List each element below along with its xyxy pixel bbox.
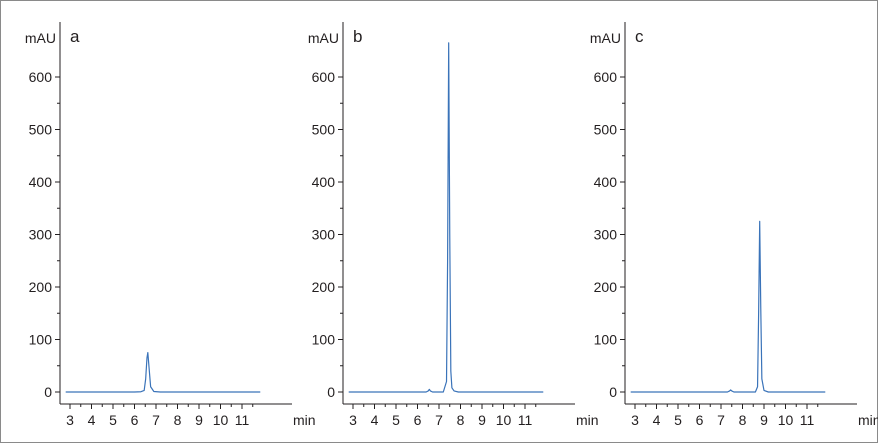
x-tick-label: 8 [739, 412, 747, 428]
panel-label: b [353, 27, 362, 46]
y-tick-label: 300 [594, 227, 618, 243]
y-tick-label: 100 [594, 332, 618, 348]
x-tick-label: 11 [800, 412, 815, 428]
x-tick-label: 10 [213, 412, 229, 428]
y-axis-label: mAU [25, 30, 56, 46]
y-tick-label: 300 [312, 227, 336, 243]
y-axis-label: mAU [590, 30, 621, 46]
y-tick-label: 400 [312, 174, 336, 190]
x-tick-label: 10 [778, 412, 794, 428]
y-tick-label: 600 [29, 69, 53, 85]
x-tick-label: 11 [235, 412, 250, 428]
y-tick-label: 0 [327, 384, 335, 400]
x-tick-label: 5 [109, 412, 117, 428]
x-tick-label: 5 [674, 412, 682, 428]
panel-label: c [635, 27, 644, 46]
x-tick-label: 6 [414, 412, 422, 428]
y-tick-label: 0 [44, 384, 52, 400]
panel-label: a [70, 27, 80, 46]
x-tick-label: 10 [496, 412, 512, 428]
x-tick-label: 8 [457, 412, 465, 428]
y-tick-label: 400 [29, 174, 53, 190]
series-line [630, 220, 826, 393]
y-tick-label: 500 [312, 122, 336, 138]
y-tick-label: 300 [29, 227, 53, 243]
y-axis-label: mAU [308, 30, 339, 46]
y-tick-label: 100 [312, 332, 336, 348]
panel-a: 0 100 200 300 400 500 600 3 4 5 6 7 8 9 10 11 mAU min a [25, 22, 316, 428]
x-tick-label: 3 [631, 412, 639, 428]
x-tick-label: 9 [478, 412, 486, 428]
y-tick-label: 600 [594, 69, 618, 85]
y-tick-label: 200 [312, 279, 336, 295]
x-tick-label: 9 [760, 412, 768, 428]
x-axis-label: min [576, 412, 599, 428]
y-tick-label: 600 [312, 69, 336, 85]
x-tick-label: 6 [131, 412, 139, 428]
x-tick-label: 5 [392, 412, 400, 428]
y-tick-label: 200 [594, 279, 618, 295]
panel-c: 0 100 200 300 400 500 600 3 4 5 6 7 8 9 10 11 mAU min c [590, 22, 878, 428]
x-tick-label: 11 [518, 412, 533, 428]
y-tick-label: 100 [29, 332, 53, 348]
x-tick-label: 7 [717, 412, 725, 428]
x-axis-label: min [858, 412, 878, 428]
panel-b: 0 100 200 300 400 500 600 3 4 5 6 7 8 9 10 11 mAU min b [308, 22, 599, 428]
x-tick-label: 7 [152, 412, 160, 428]
x-tick-label: 4 [88, 412, 96, 428]
x-tick-label: 4 [653, 412, 661, 428]
y-tick-label: 0 [609, 384, 617, 400]
x-tick-label: 3 [349, 412, 357, 428]
y-tick-label: 200 [29, 279, 53, 295]
y-tick-label: 500 [594, 122, 618, 138]
x-tick-label: 9 [195, 412, 203, 428]
y-tick-label: 400 [594, 174, 618, 190]
series-line [348, 42, 544, 393]
x-tick-label: 7 [435, 412, 443, 428]
series-line [65, 352, 261, 393]
x-tick-label: 3 [66, 412, 74, 428]
x-axis-label: min [293, 412, 316, 428]
x-tick-label: 4 [371, 412, 379, 428]
y-tick-label: 500 [29, 122, 53, 138]
x-tick-label: 8 [174, 412, 182, 428]
x-tick-label: 6 [696, 412, 704, 428]
